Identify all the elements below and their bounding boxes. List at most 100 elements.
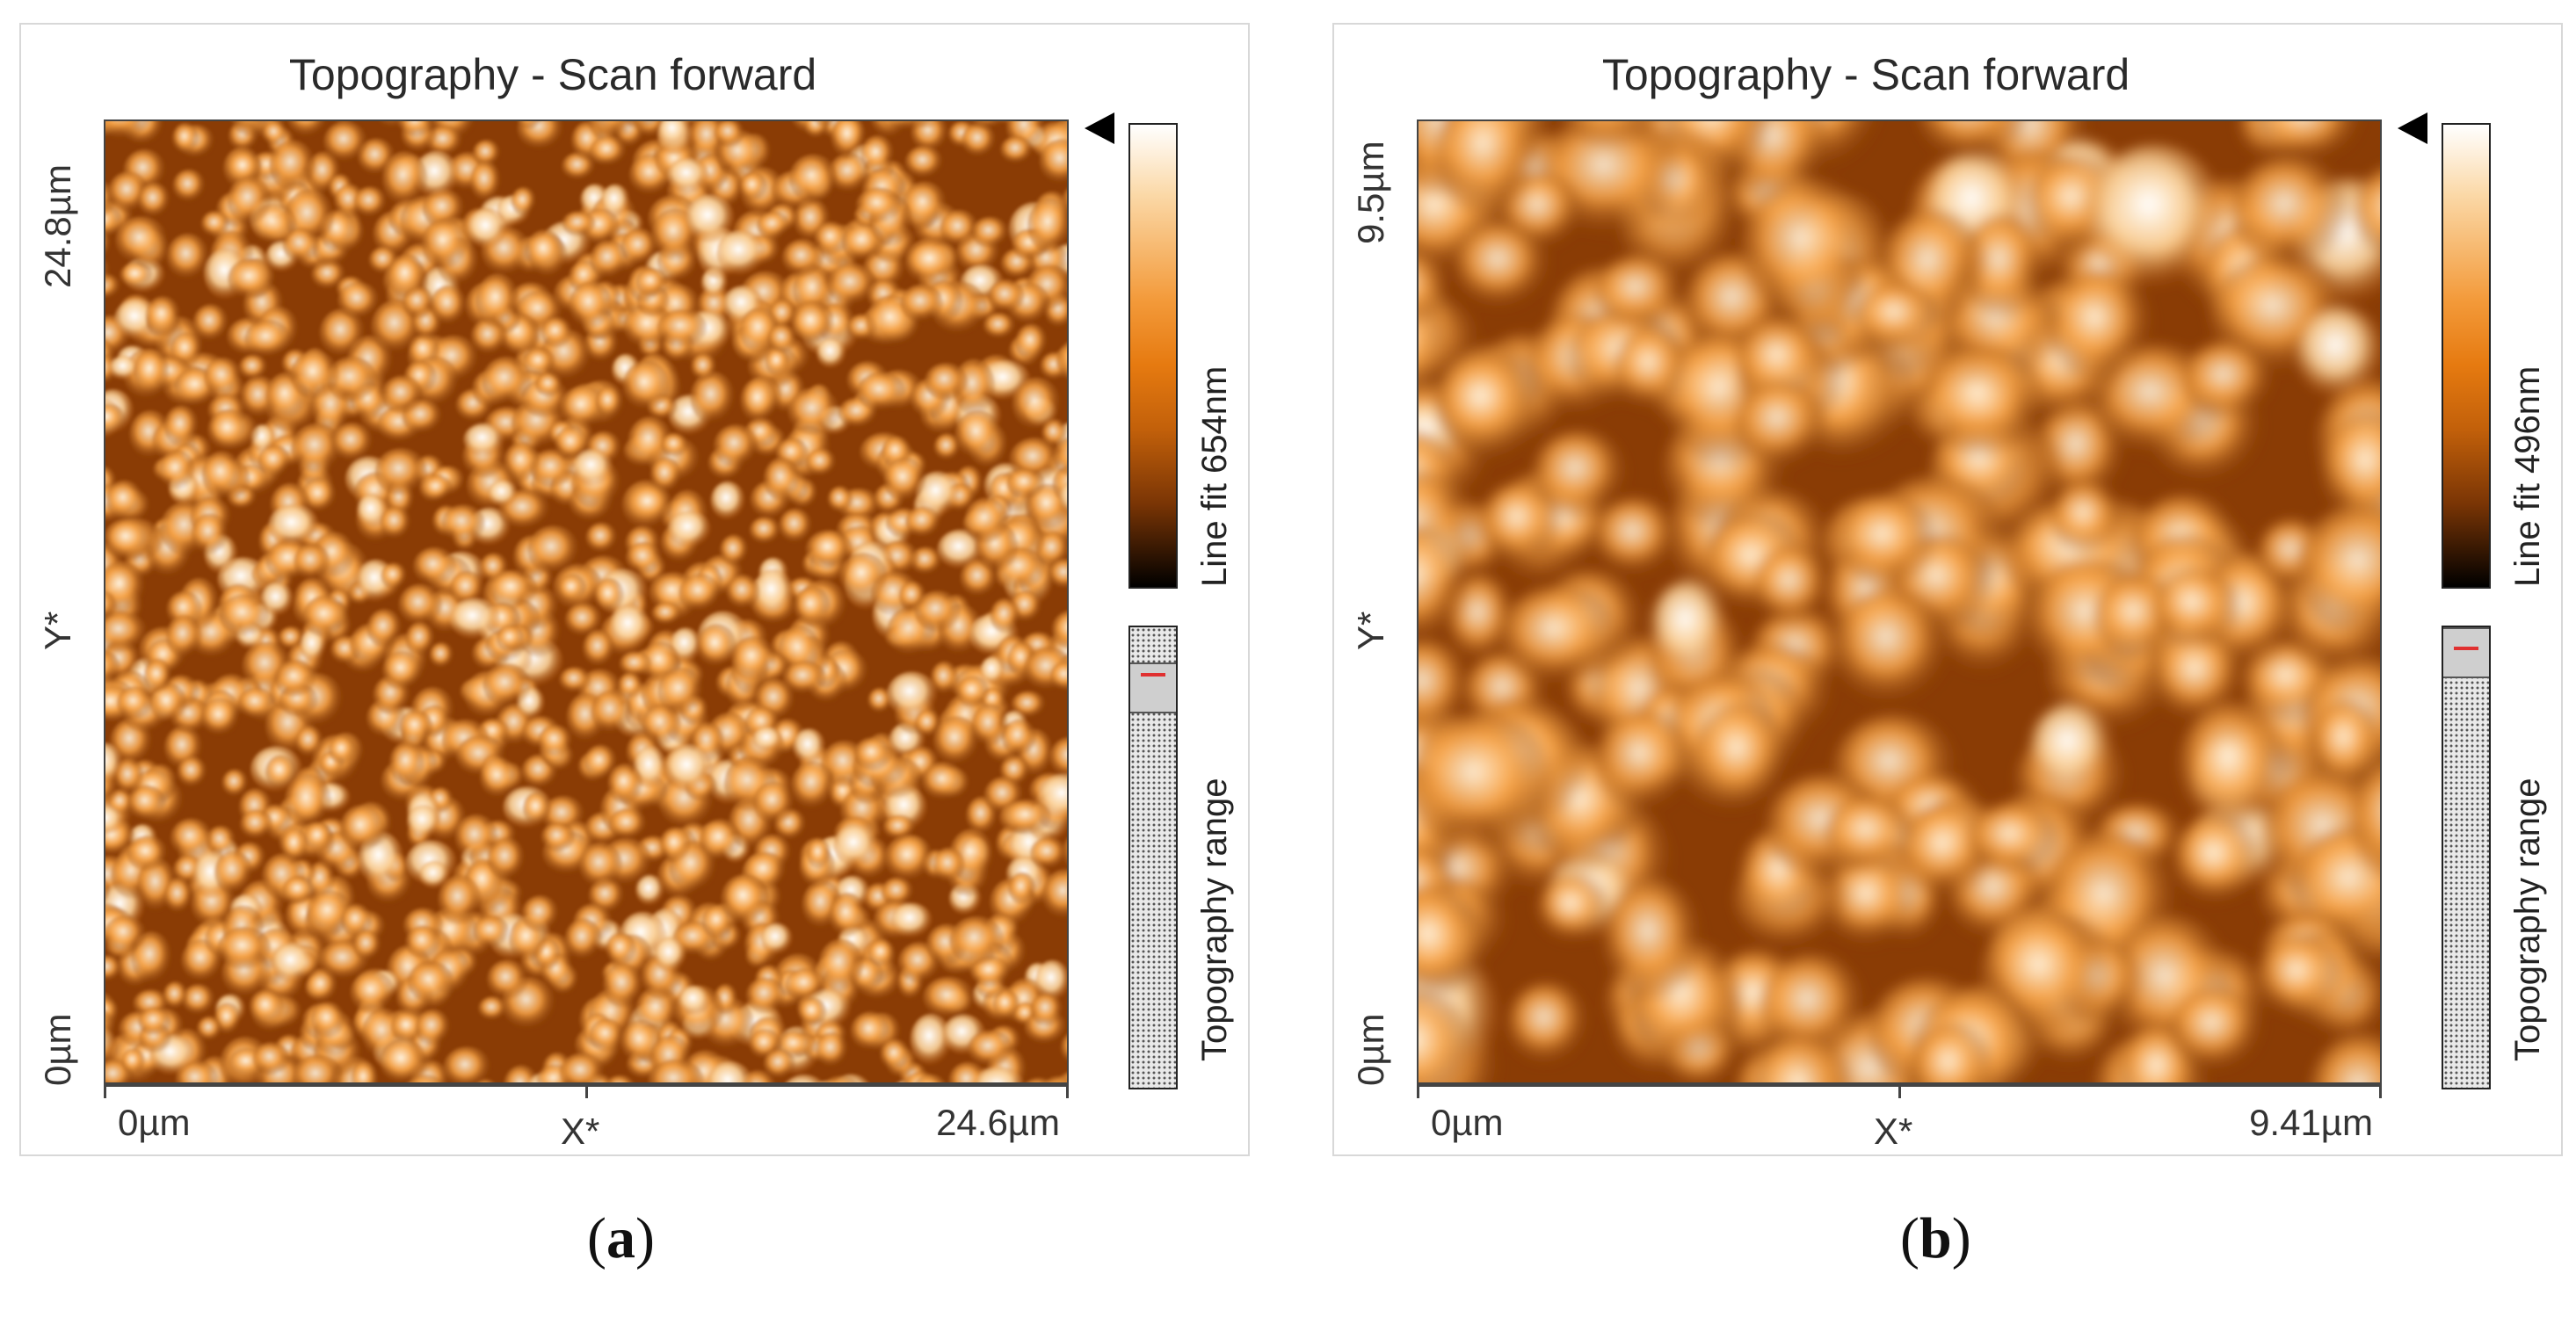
surface-grain xyxy=(559,386,606,430)
surface-grain xyxy=(787,387,841,436)
surface-grain xyxy=(163,981,189,1010)
x-axis-tick xyxy=(1066,1084,1069,1098)
surface-grain xyxy=(487,837,526,881)
surface-grain xyxy=(1837,493,1937,590)
surface-grain xyxy=(1419,884,1483,1002)
x-axis-label: X* xyxy=(561,1111,600,1152)
surface-grain xyxy=(714,121,745,148)
surface-grain xyxy=(969,121,1006,130)
range-slider-handle[interactable] xyxy=(2443,627,2489,678)
surface-grain xyxy=(853,736,893,771)
surface-grain xyxy=(328,735,357,765)
surface-grain xyxy=(793,727,826,765)
surface-grain xyxy=(479,757,519,800)
topography-range-slider[interactable] xyxy=(2442,626,2491,1089)
surface-grain xyxy=(2310,1032,2380,1082)
y-axis-max-label: 24.8µm xyxy=(37,164,78,288)
surface-grain xyxy=(1034,959,1067,1002)
surface-grain xyxy=(860,134,896,174)
surface-grain xyxy=(2029,703,2114,792)
surface-grain xyxy=(779,508,813,544)
surface-grain xyxy=(105,229,112,258)
surface-grain xyxy=(2231,156,2349,269)
surface-grain xyxy=(886,671,938,718)
surface-grain xyxy=(1593,254,1687,331)
surface-grain xyxy=(838,553,888,600)
color-scale-label: Line fit 654nm xyxy=(1195,365,1234,587)
surface-grain xyxy=(419,860,450,889)
scan-line-marker-icon[interactable] xyxy=(1085,112,1114,144)
surface-grain xyxy=(441,504,486,544)
surface-grain xyxy=(1593,709,1694,814)
surface-grain xyxy=(974,1066,1025,1082)
surface-grain xyxy=(564,602,604,638)
surface-grain xyxy=(105,258,111,286)
surface-grain xyxy=(105,879,111,902)
surface-grain xyxy=(2086,144,2224,288)
surface-grain xyxy=(381,375,424,415)
surface-grain xyxy=(1603,879,1702,1003)
surface-grain xyxy=(541,821,576,853)
surface-grain xyxy=(291,423,343,474)
surface-grain xyxy=(171,122,200,155)
surface-grain xyxy=(228,257,274,300)
surface-grain xyxy=(606,1075,635,1082)
surface-grain xyxy=(496,624,525,653)
topography-range-slider[interactable] xyxy=(1128,626,1178,1089)
range-slider-handle[interactable] xyxy=(1130,662,1176,713)
surface-grain xyxy=(1027,198,1067,254)
surface-grain xyxy=(2255,121,2362,163)
surface-grain xyxy=(472,139,501,168)
surface-grain xyxy=(473,915,510,948)
surface-grain xyxy=(163,405,200,447)
surface-grain xyxy=(177,756,208,789)
surface-grain xyxy=(1832,586,1951,707)
surface-grain xyxy=(527,525,580,575)
surface-grain xyxy=(2178,700,2289,832)
surface-grain xyxy=(227,176,272,225)
y-axis-label: Y* xyxy=(37,611,78,650)
surface-grain xyxy=(398,710,433,745)
surface-grain xyxy=(302,595,348,639)
surface-grain xyxy=(781,238,824,278)
surface-grain xyxy=(933,433,961,461)
surface-grain xyxy=(1498,584,1620,689)
surface-grain xyxy=(1753,545,1832,628)
surface-grain xyxy=(238,354,269,381)
surface-grain xyxy=(2297,306,2380,399)
surface-grain xyxy=(730,636,776,682)
surface-grain xyxy=(699,819,742,860)
surface-grain xyxy=(585,522,618,554)
surface-grain xyxy=(1531,430,1628,520)
surface-grain xyxy=(469,160,502,203)
surface-grain xyxy=(987,279,1026,314)
surface-grain xyxy=(207,409,250,452)
surface-grain xyxy=(105,806,125,836)
surface-grain xyxy=(269,140,316,192)
surface-grain xyxy=(138,1006,171,1037)
surface-grain xyxy=(980,656,1005,685)
surface-grain xyxy=(1734,380,1829,470)
surface-grain xyxy=(1053,438,1067,476)
surface-grain xyxy=(105,517,152,561)
surface-grain xyxy=(828,153,871,194)
surface-grain xyxy=(620,228,658,266)
surface-grain xyxy=(716,229,766,276)
surface-grain xyxy=(831,121,867,160)
panel-title: Topography - Scan forward xyxy=(288,50,817,99)
scan-line-marker-icon[interactable] xyxy=(2398,112,2427,144)
surface-grain xyxy=(438,874,482,925)
surface-grain xyxy=(564,918,603,961)
x-axis-tick xyxy=(2379,1084,2382,1098)
surface-grain xyxy=(421,218,468,270)
x-axis-tick xyxy=(585,1084,588,1098)
surface-grain xyxy=(1060,1034,1067,1062)
surface-grain xyxy=(1854,282,1941,352)
surface-grain xyxy=(658,121,689,147)
surface-grain xyxy=(282,875,316,905)
surface-grain xyxy=(1419,990,1474,1082)
surface-grain xyxy=(881,877,915,908)
surface-grain xyxy=(521,894,560,933)
surface-grain xyxy=(1910,1023,1993,1082)
surface-grain xyxy=(1918,121,2028,163)
